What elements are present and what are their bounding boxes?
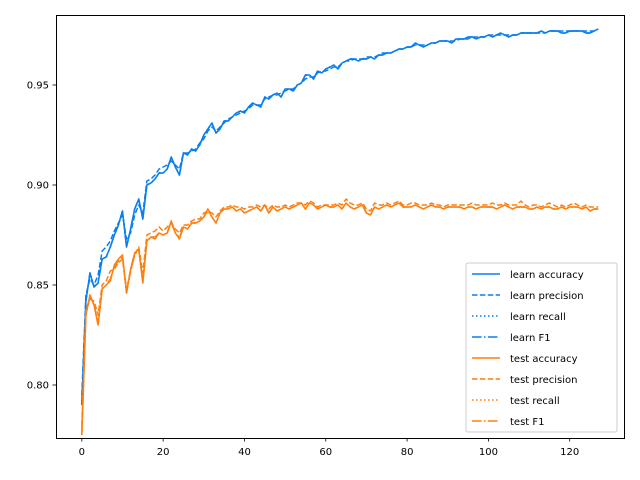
plot-frame xyxy=(56,15,625,439)
x-tick-label: 20 xyxy=(157,447,170,458)
x-tick-label: 100 xyxy=(479,447,498,458)
x-axis: 0 20 40 60 80 100 120 xyxy=(79,438,579,458)
x-tick-label: 0 xyxy=(79,447,85,458)
y-axis: 0.80 0.85 0.90 0.95 xyxy=(27,81,56,392)
legend: learn accuracy learn precision learn recal… xyxy=(465,262,618,433)
plot-lines xyxy=(81,28,599,436)
legend-label-test-precision: test precision xyxy=(510,375,578,386)
y-tick-label: 0.80 xyxy=(27,381,49,392)
series-line-test-precision xyxy=(81,198,599,426)
legend-label-test-f1: test F1 xyxy=(510,417,545,428)
series-line-test-recall xyxy=(81,202,599,436)
legend-label-learn-recall: learn recall xyxy=(510,312,566,323)
x-tick-label: 60 xyxy=(319,447,332,458)
legend-label-learn-f1: learn F1 xyxy=(510,333,551,344)
y-tick-label: 0.90 xyxy=(27,181,49,192)
x-tick-label: 120 xyxy=(560,447,579,458)
series-line-learn-f1 xyxy=(81,28,599,406)
legend-label-test-accuracy: test accuracy xyxy=(510,354,578,365)
series-line-test-f1 xyxy=(81,202,599,434)
legend-box xyxy=(465,262,618,433)
legend-label-learn-accuracy: learn accuracy xyxy=(510,270,584,281)
x-tick-label: 80 xyxy=(401,447,414,458)
y-tick-label: 0.95 xyxy=(27,81,49,92)
y-tick-label: 0.85 xyxy=(27,281,49,292)
legend-label-learn-precision: learn precision xyxy=(510,291,584,302)
legend-label-test-recall: test recall xyxy=(510,396,560,407)
x-tick-label: 40 xyxy=(238,447,251,458)
